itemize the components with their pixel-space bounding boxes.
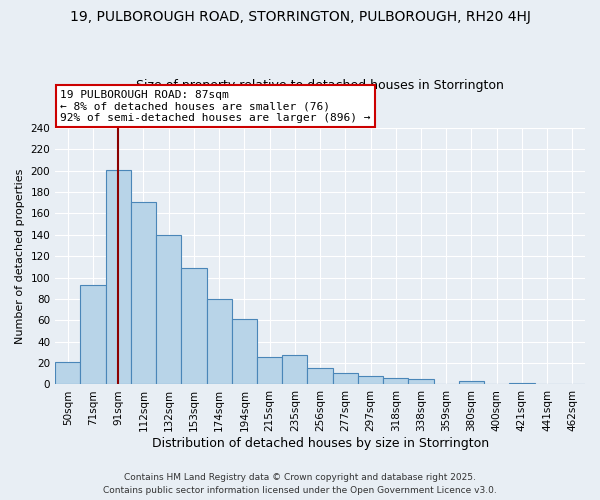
Bar — [80, 285, 106, 384]
Title: Size of property relative to detached houses in Storrington: Size of property relative to detached ho… — [136, 79, 504, 92]
Text: 19, PULBOROUGH ROAD, STORRINGTON, PULBOROUGH, RH20 4HJ: 19, PULBOROUGH ROAD, STORRINGTON, PULBOR… — [70, 10, 530, 24]
Bar — [409, 379, 434, 384]
X-axis label: Distribution of detached houses by size in Storrington: Distribution of detached houses by size … — [152, 437, 488, 450]
Bar — [181, 268, 206, 384]
Bar — [55, 362, 80, 384]
Bar — [232, 319, 257, 384]
Y-axis label: Number of detached properties: Number of detached properties — [15, 168, 25, 344]
Bar — [257, 356, 282, 384]
Bar — [332, 372, 358, 384]
Text: Contains HM Land Registry data © Crown copyright and database right 2025.
Contai: Contains HM Land Registry data © Crown c… — [103, 474, 497, 495]
Bar — [156, 235, 181, 384]
Bar — [307, 368, 332, 384]
Bar — [206, 299, 232, 384]
Bar — [282, 354, 307, 384]
Bar — [383, 378, 409, 384]
Text: 19 PULBOROUGH ROAD: 87sqm
← 8% of detached houses are smaller (76)
92% of semi-d: 19 PULBOROUGH ROAD: 87sqm ← 8% of detach… — [61, 90, 371, 123]
Bar — [131, 202, 156, 384]
Bar — [459, 382, 484, 384]
Bar — [358, 376, 383, 384]
Bar — [106, 170, 131, 384]
